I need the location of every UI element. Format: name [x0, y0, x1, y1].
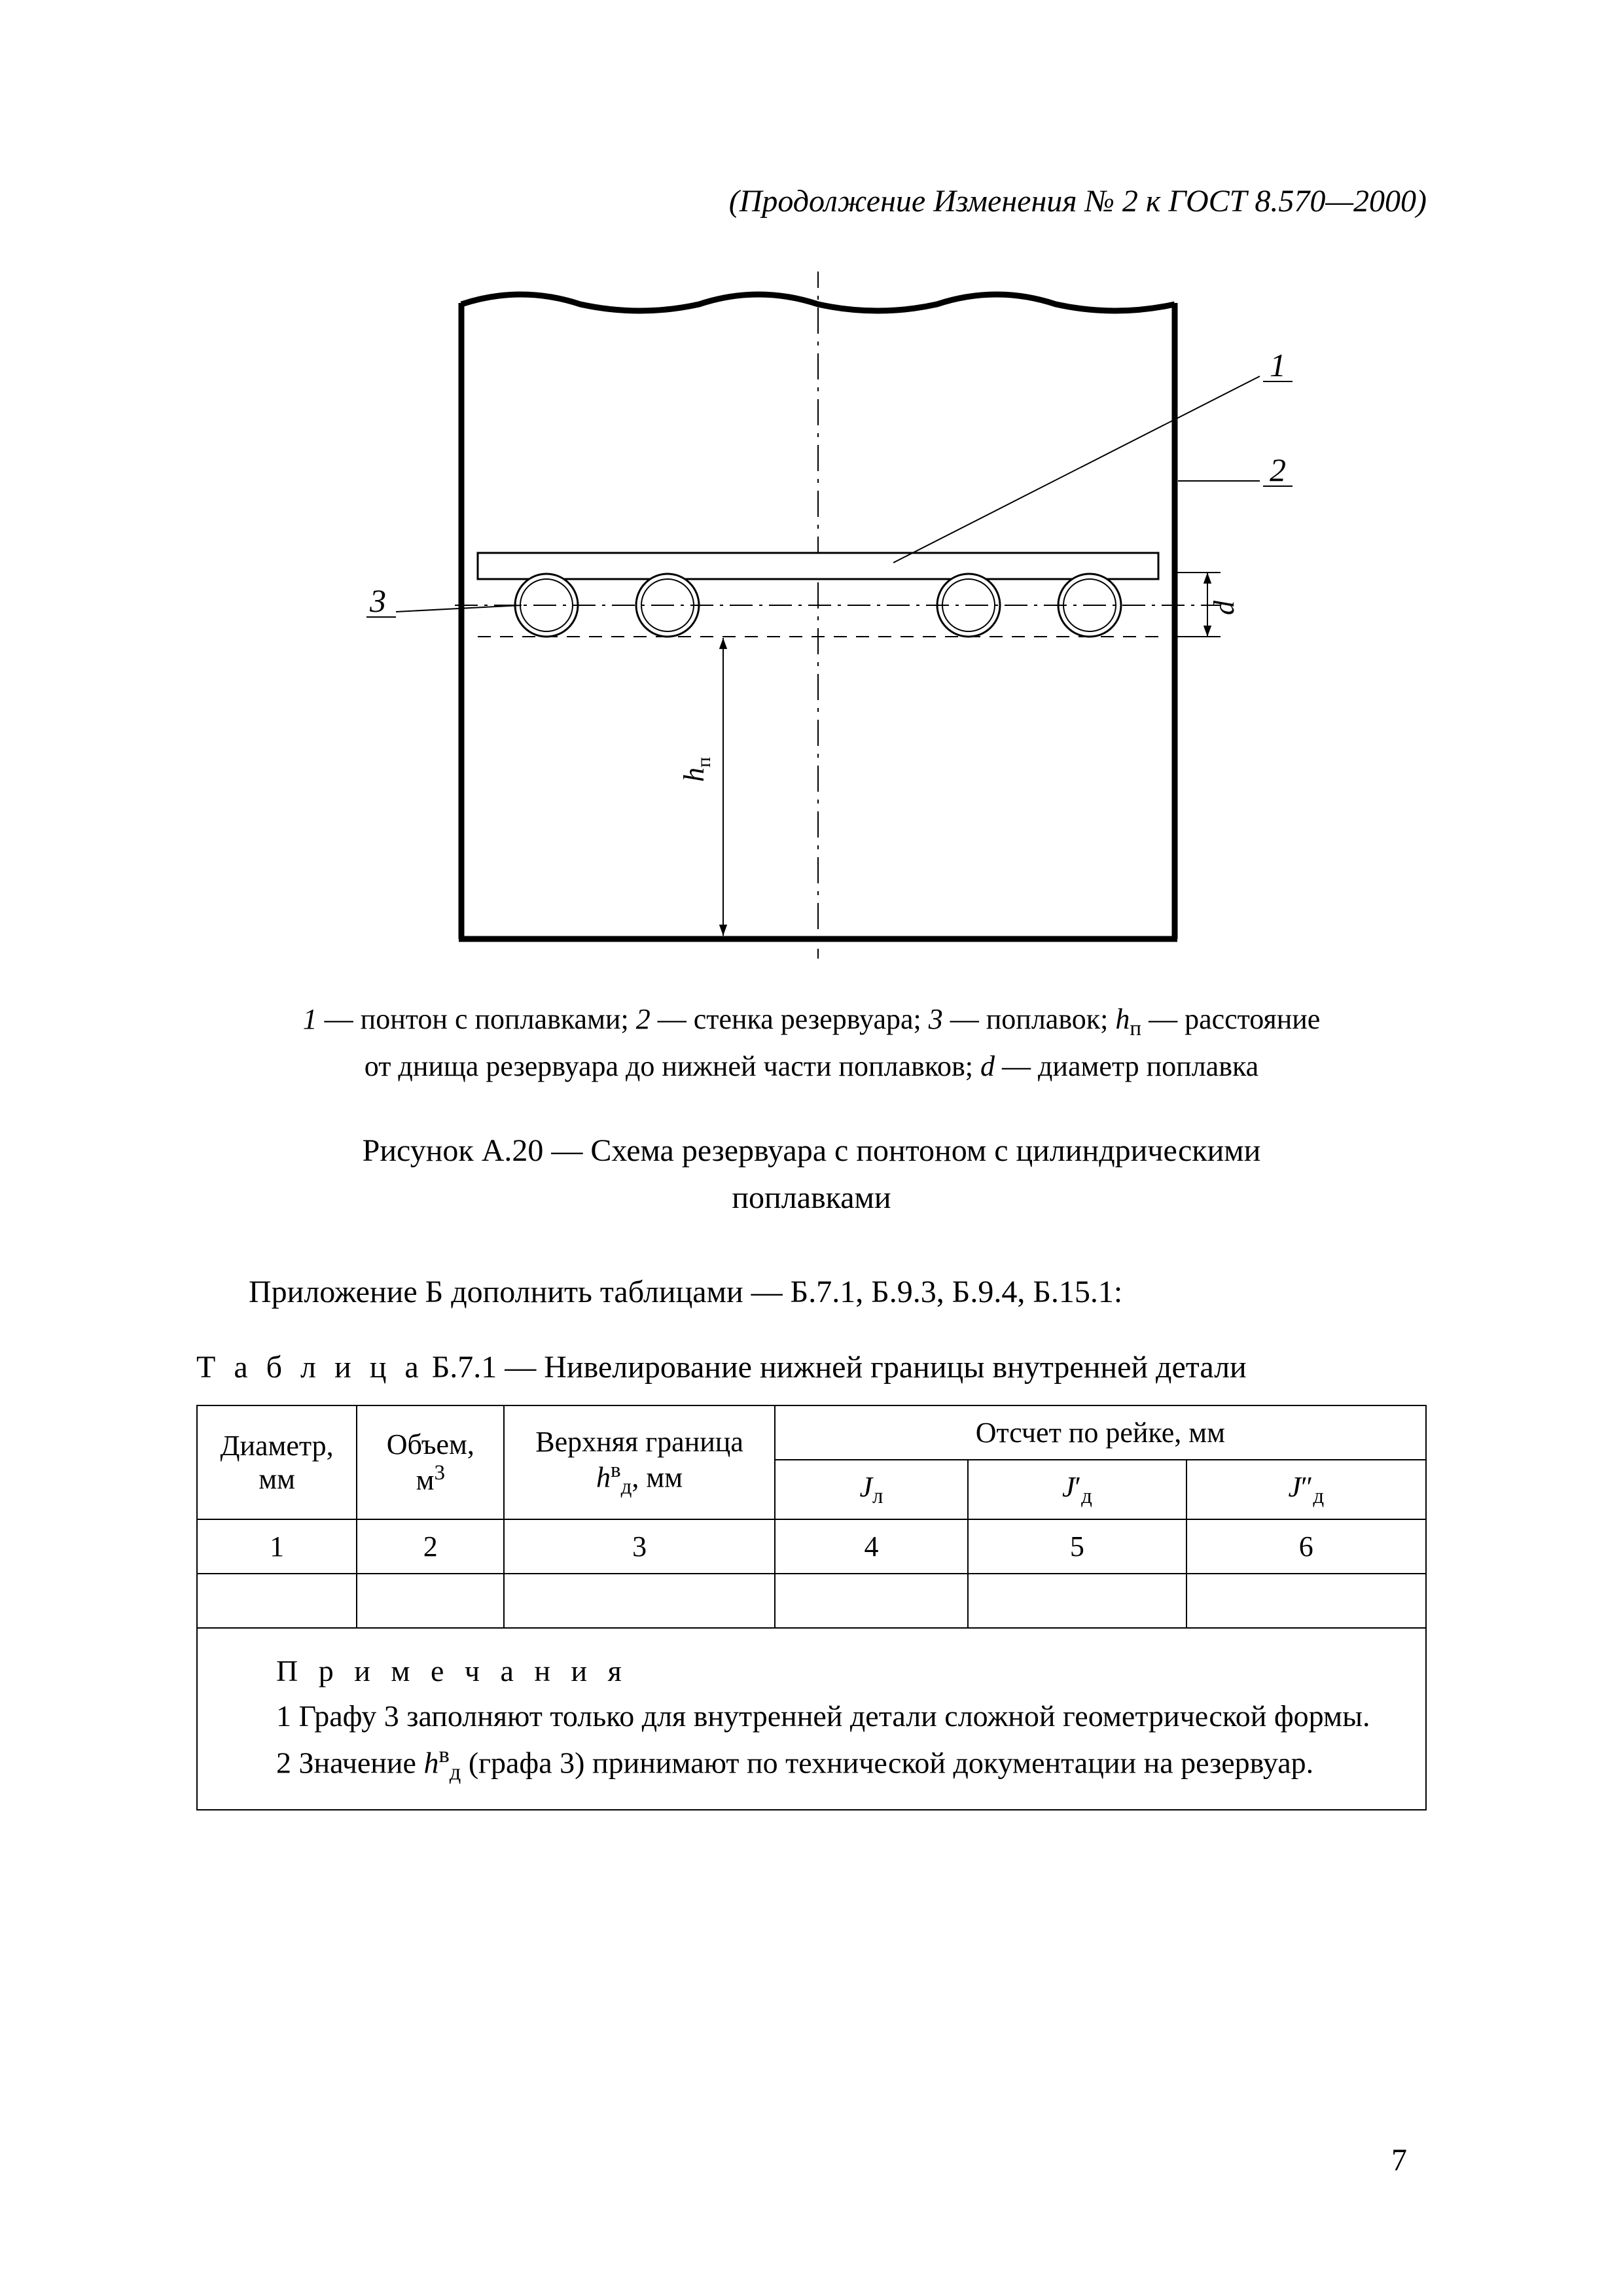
- th-volume: Объем,м3: [357, 1405, 504, 1519]
- table-empty-row: [197, 1574, 1426, 1628]
- svg-text:d: d: [1208, 600, 1240, 615]
- th-jl: Jл: [775, 1460, 969, 1519]
- table-title: Т а б л и ц а Б.7.1 — Нивелирование нижн…: [196, 1349, 1427, 1385]
- svg-text:3: 3: [369, 582, 386, 619]
- th-jd1: J′д: [968, 1460, 1186, 1519]
- table-notes-row: П р и м е ч а н и я1 Графу 3 заполняют т…: [197, 1628, 1426, 1810]
- figure-legend: 1 — понтон с поплавками; 2 — стенка резе…: [196, 998, 1427, 1088]
- th-diameter: Диаметр,мм: [197, 1405, 357, 1519]
- appendix-note: Приложение Б дополнить таблицами — Б.7.1…: [196, 1274, 1427, 1310]
- diagram-container: 1 2 3 hп d: [196, 272, 1427, 959]
- figure-caption: Рисунок А.20 — Схема резервуара с понтон…: [196, 1127, 1427, 1222]
- svg-text:hп: hп: [678, 757, 715, 782]
- tank-diagram: 1 2 3 hп d: [304, 272, 1319, 959]
- table-b71: Диаметр,мм Объем,м3 Верхняя границаhвд, …: [196, 1405, 1427, 1810]
- table-num-row: 1 2 3 4 5 6: [197, 1519, 1426, 1574]
- th-upper-bound: Верхняя границаhвд, мм: [504, 1405, 774, 1519]
- page-number: 7: [1391, 2142, 1407, 2178]
- th-jd2: J″д: [1186, 1460, 1426, 1519]
- th-reading: Отсчет по рейке, мм: [775, 1405, 1426, 1460]
- continuation-header: (Продолжение Изменения № 2 к ГОСТ 8.570—…: [196, 183, 1427, 219]
- svg-text:2: 2: [1270, 451, 1286, 488]
- svg-text:1: 1: [1270, 347, 1286, 383]
